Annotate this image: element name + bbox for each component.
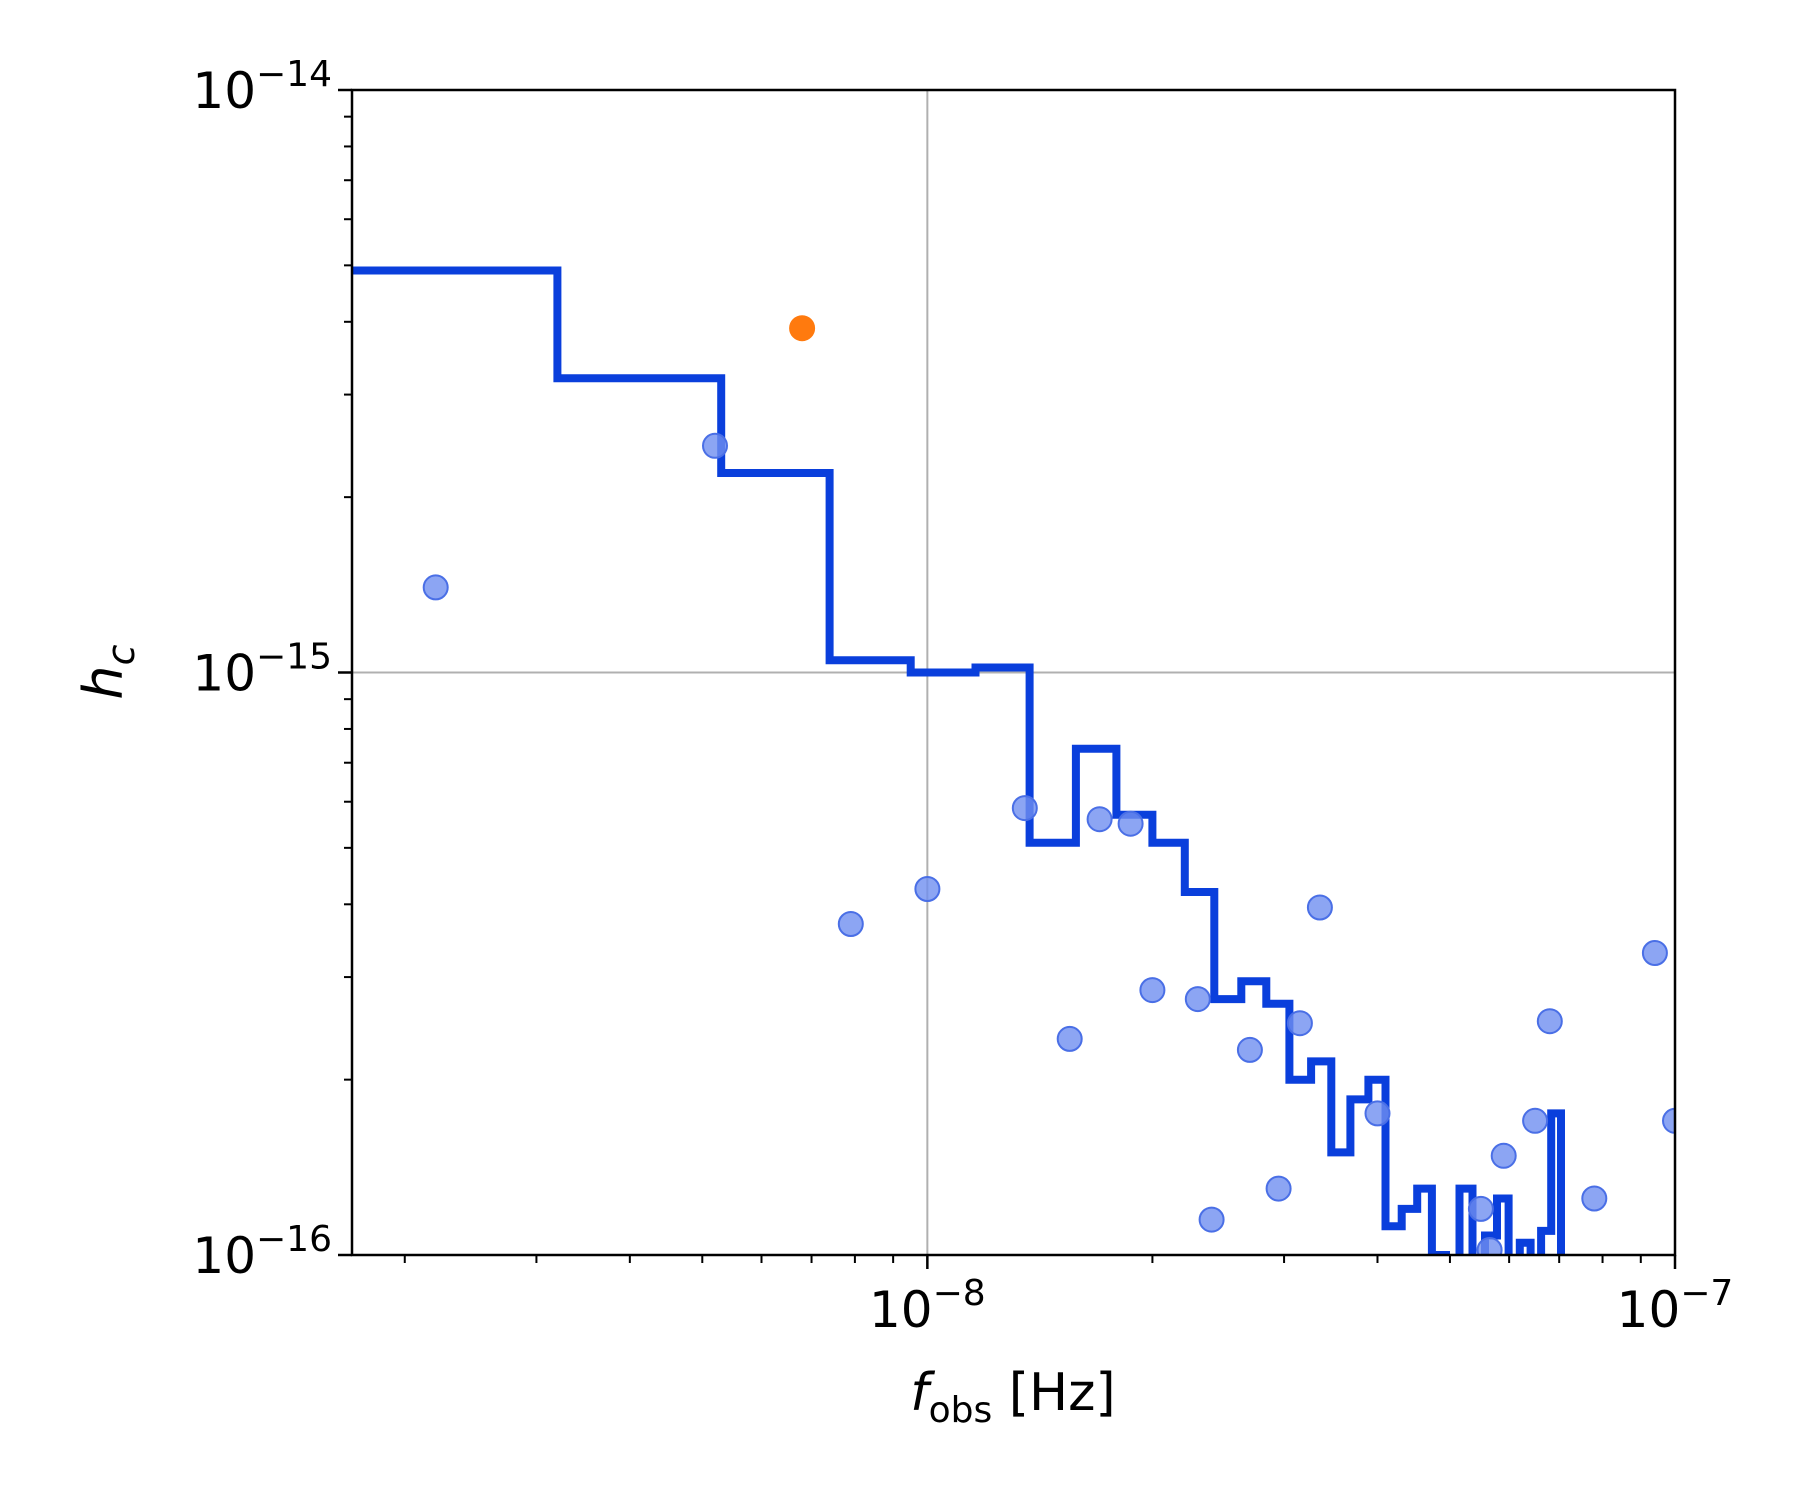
scatter-point: [422, 574, 449, 601]
scatter-point: [702, 432, 728, 459]
y-tick-base: 10: [192, 62, 256, 120]
x-axis-label-sub: obs: [929, 1390, 993, 1431]
x-tick-label: 10−7: [1617, 1273, 1734, 1339]
step-line: [352, 266, 1565, 1255]
scatter-point: [1662, 1107, 1675, 1134]
grid: [352, 90, 1675, 1255]
scatter-point: [1265, 1175, 1292, 1202]
y-tick-label: 10−14: [192, 54, 332, 120]
scatter-point: [1286, 1010, 1313, 1037]
scatter-point: [1467, 1195, 1494, 1222]
x-tick-exp: −7: [1680, 1273, 1733, 1314]
y-tick-label: 10−15: [192, 637, 332, 703]
scatter-point: [1011, 795, 1038, 822]
scatter-point: [1056, 1025, 1083, 1052]
scatter-point: [1236, 1036, 1263, 1063]
scatter-point: [1476, 1237, 1503, 1255]
scatter-point: [1536, 1008, 1563, 1035]
scatter-point: [1086, 806, 1113, 833]
scatter-point: [1139, 977, 1166, 1004]
y-tick-base: 10: [192, 645, 256, 703]
scatter-point: [1522, 1107, 1549, 1134]
scatter-point: [914, 876, 941, 902]
scatter-point: [1117, 810, 1144, 837]
y-tick-base: 10: [192, 1227, 256, 1285]
y-tick-exp: −15: [256, 637, 332, 678]
x-tick-label: 10−8: [869, 1273, 986, 1339]
scatter-point: [1198, 1206, 1225, 1233]
y-axis-label-sub: c: [99, 644, 143, 665]
plot-area: [352, 266, 1675, 1255]
x-axis-label-unit: [Hz]: [992, 1363, 1116, 1423]
x-tick-base: 10: [869, 1281, 933, 1339]
scatter-point: [1184, 986, 1211, 1013]
scatter-point: [1490, 1142, 1517, 1169]
x-tick-base: 10: [1617, 1281, 1681, 1339]
x-axis-label: fobs [Hz]: [910, 1363, 1115, 1431]
scatter-point: [1306, 894, 1333, 921]
highlight-point: [789, 315, 816, 342]
y-axis-label-main: h: [72, 665, 135, 699]
scatter-point: [1581, 1185, 1608, 1212]
y-tick-label: 10−16: [192, 1219, 332, 1285]
scatter-point: [837, 911, 864, 937]
scatter-point: [1641, 940, 1668, 966]
scatter-point: [1364, 1100, 1391, 1127]
x-tick-exp: −8: [933, 1273, 986, 1314]
y-tick-exp: −16: [256, 1219, 332, 1260]
y-axis-label: hc: [72, 644, 143, 699]
y-tick-exp: −14: [256, 54, 332, 95]
